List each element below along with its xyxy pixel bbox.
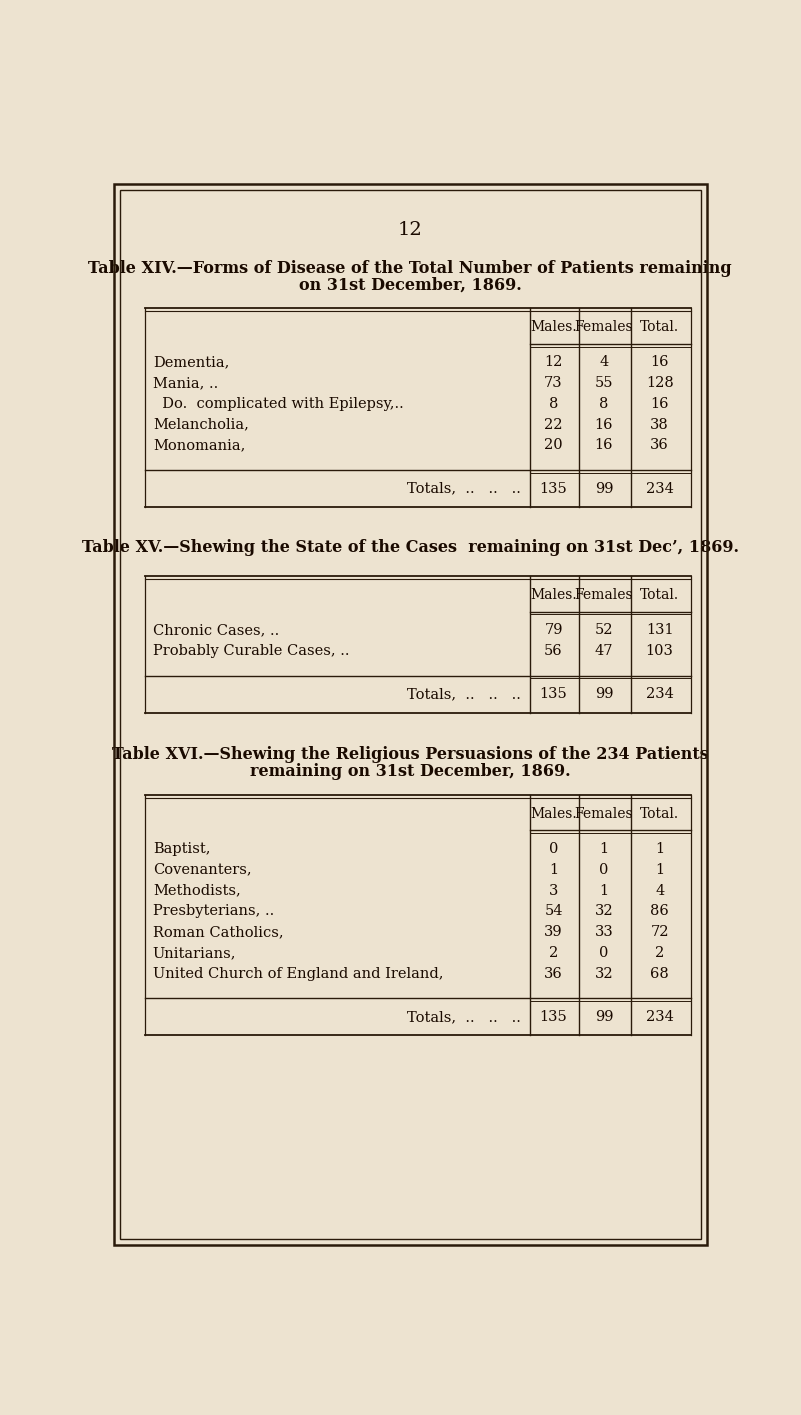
- Text: 8: 8: [599, 396, 609, 410]
- Text: remaining on 31st December, 1869.: remaining on 31st December, 1869.: [250, 764, 570, 781]
- Text: Mania, ..: Mania, ..: [153, 376, 218, 391]
- Text: 16: 16: [650, 355, 669, 369]
- Text: Males.: Males.: [530, 587, 577, 601]
- Text: Males.: Males.: [530, 320, 577, 334]
- Text: 234: 234: [646, 688, 674, 702]
- Text: 2: 2: [655, 945, 664, 959]
- Text: Totals,  ..   ..   ..: Totals, .. .. ..: [407, 688, 521, 702]
- Text: 38: 38: [650, 417, 669, 432]
- Text: 99: 99: [594, 481, 613, 495]
- Text: 1: 1: [655, 863, 664, 877]
- Text: 4: 4: [655, 883, 664, 897]
- Text: Table XV.—Shewing the State of the Cases  remaining on 31st Dec’, 1869.: Table XV.—Shewing the State of the Cases…: [82, 539, 739, 556]
- Text: Table XIV.—Forms of Disease of the Total Number of Patients remaining: Table XIV.—Forms of Disease of the Total…: [88, 260, 732, 277]
- Text: 72: 72: [650, 925, 669, 940]
- Text: Females: Females: [574, 807, 633, 821]
- Text: 3: 3: [549, 883, 558, 897]
- Text: Total.: Total.: [640, 320, 679, 334]
- Text: 54: 54: [544, 904, 563, 918]
- Text: Males.: Males.: [530, 807, 577, 821]
- Text: 22: 22: [544, 417, 563, 432]
- Text: 234: 234: [646, 481, 674, 495]
- Text: 1: 1: [549, 863, 558, 877]
- Text: Presbyterians, ..: Presbyterians, ..: [153, 904, 274, 918]
- Text: 12: 12: [398, 221, 422, 239]
- Text: 16: 16: [594, 439, 613, 453]
- Text: 135: 135: [540, 481, 567, 495]
- Text: 12: 12: [545, 355, 562, 369]
- Text: 103: 103: [646, 644, 674, 658]
- Text: Baptist,: Baptist,: [153, 842, 211, 856]
- Text: Roman Catholics,: Roman Catholics,: [153, 925, 284, 940]
- Text: Table XVI.—Shewing the Religious Persuasions of the 234 Patients: Table XVI.—Shewing the Religious Persuas…: [112, 747, 709, 764]
- Text: Females: Females: [574, 587, 633, 601]
- Text: 56: 56: [544, 644, 563, 658]
- Text: United Church of England and Ireland,: United Church of England and Ireland,: [153, 966, 443, 981]
- Text: 86: 86: [650, 904, 669, 918]
- Text: 128: 128: [646, 376, 674, 391]
- Text: Methodists,: Methodists,: [153, 883, 240, 897]
- Text: Total.: Total.: [640, 587, 679, 601]
- Text: 73: 73: [544, 376, 563, 391]
- Text: 33: 33: [594, 925, 614, 940]
- Text: 47: 47: [594, 644, 613, 658]
- Text: Unitarians,: Unitarians,: [153, 945, 236, 959]
- Text: 36: 36: [650, 439, 669, 453]
- Text: 0: 0: [599, 863, 609, 877]
- Text: Totals,  ..   ..   ..: Totals, .. .. ..: [407, 481, 521, 495]
- Text: 135: 135: [540, 688, 567, 702]
- Text: Covenanters,: Covenanters,: [153, 863, 252, 877]
- Text: Females: Females: [574, 320, 633, 334]
- Text: 79: 79: [544, 623, 563, 637]
- Text: 1: 1: [599, 842, 609, 856]
- Text: 16: 16: [594, 417, 613, 432]
- Text: 0: 0: [549, 842, 558, 856]
- Text: 32: 32: [594, 904, 614, 918]
- Text: 39: 39: [544, 925, 563, 940]
- Text: 68: 68: [650, 966, 669, 981]
- Text: on 31st December, 1869.: on 31st December, 1869.: [299, 277, 521, 294]
- Text: 0: 0: [599, 945, 609, 959]
- Text: 4: 4: [599, 355, 609, 369]
- Text: 32: 32: [594, 966, 614, 981]
- Text: 1: 1: [655, 842, 664, 856]
- Text: 99: 99: [594, 1010, 613, 1024]
- Text: 55: 55: [594, 376, 613, 391]
- Text: 99: 99: [594, 688, 613, 702]
- Text: 234: 234: [646, 1010, 674, 1024]
- Text: 16: 16: [650, 396, 669, 410]
- Text: Monomania,: Monomania,: [153, 439, 245, 453]
- Text: Totals,  ..   ..   ..: Totals, .. .. ..: [407, 1010, 521, 1024]
- Text: Do.  complicated with Epilepsy,..: Do. complicated with Epilepsy,..: [153, 396, 404, 410]
- Text: 8: 8: [549, 396, 558, 410]
- Text: 131: 131: [646, 623, 674, 637]
- Text: 135: 135: [540, 1010, 567, 1024]
- Text: 36: 36: [544, 966, 563, 981]
- Text: 2: 2: [549, 945, 558, 959]
- Text: 20: 20: [544, 439, 563, 453]
- Text: Probably Curable Cases, ..: Probably Curable Cases, ..: [153, 644, 349, 658]
- Text: 52: 52: [594, 623, 613, 637]
- Text: Melancholia,: Melancholia,: [153, 417, 248, 432]
- Text: Chronic Cases, ..: Chronic Cases, ..: [153, 623, 279, 637]
- Text: Dementia,: Dementia,: [153, 355, 229, 369]
- Text: Total.: Total.: [640, 807, 679, 821]
- Text: 1: 1: [599, 883, 609, 897]
